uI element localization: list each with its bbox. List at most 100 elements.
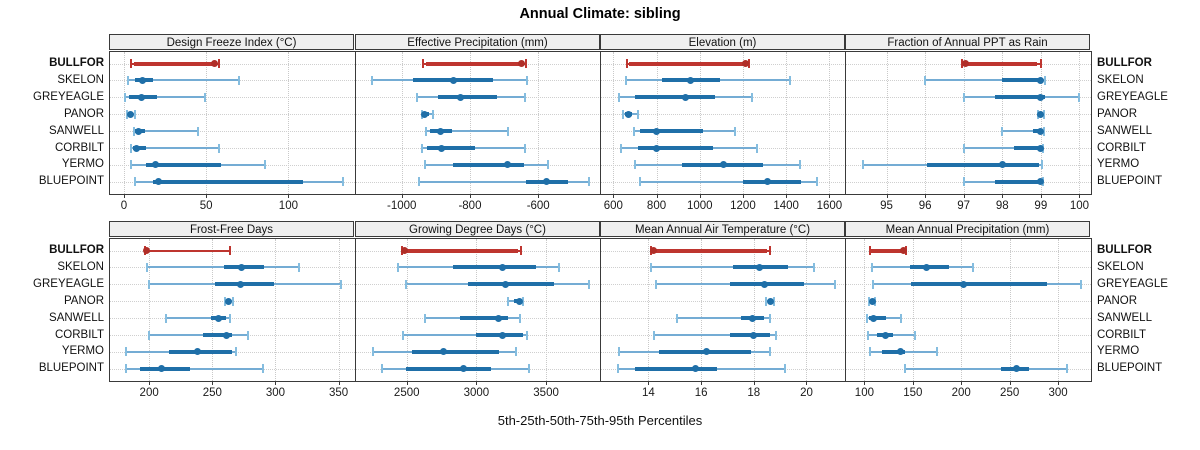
axis-tick-label: 600	[603, 200, 623, 212]
whisker-cap	[420, 143, 423, 153]
range-line	[640, 180, 817, 183]
range-line	[425, 130, 509, 133]
whisker-cap	[750, 92, 753, 102]
median-dot	[460, 365, 468, 373]
panel-plot-area	[355, 51, 602, 195]
axis-tick-label: 200	[951, 387, 971, 399]
whisker-cap	[617, 364, 620, 374]
iqr-bar	[994, 95, 1045, 100]
axis-tick	[212, 381, 214, 385]
median-dot	[702, 348, 710, 356]
median-dot	[440, 348, 448, 356]
whisker-cap	[632, 126, 635, 136]
whisker-cap	[775, 330, 778, 340]
axis-tick-label: 1400	[773, 200, 799, 212]
axis-tick-label: 16	[694, 387, 708, 399]
whisker-cap	[764, 296, 767, 306]
whisker-cap	[773, 296, 776, 306]
whisker-cap	[422, 59, 425, 68]
iqr-bar	[652, 248, 767, 253]
whisker-cap	[936, 347, 939, 357]
median-dot	[1037, 127, 1045, 135]
range-line	[131, 147, 220, 149]
whisker-cap	[423, 313, 426, 323]
v-gridline	[963, 52, 965, 194]
median-dot	[158, 365, 166, 373]
whisker-cap	[340, 279, 343, 289]
axis-tick	[123, 194, 125, 198]
station-label-right: PANOR	[1097, 294, 1138, 307]
median-dot	[151, 161, 159, 169]
median-dot	[742, 60, 750, 67]
axis-tick	[546, 381, 548, 385]
range-line	[925, 79, 1045, 82]
h-gridline	[846, 114, 1091, 116]
whisker-cap	[588, 177, 591, 187]
axis-tick	[1009, 381, 1011, 385]
median-dot	[237, 263, 245, 271]
axis-tick-label: 300	[1048, 387, 1068, 399]
iqr-bar	[927, 162, 1039, 167]
median-dot	[959, 280, 967, 288]
v-gridline	[829, 52, 831, 194]
whisker-cap	[145, 262, 148, 272]
axis-tick	[961, 381, 963, 385]
whisker-cap	[869, 246, 872, 255]
whisker-cap	[518, 313, 521, 323]
iqr-bar	[214, 282, 275, 287]
v-gridline	[699, 52, 701, 194]
whisker-cap	[130, 143, 133, 153]
v-gridline	[1002, 52, 1004, 194]
whisker-cap	[768, 347, 771, 357]
whisker-cap	[261, 364, 264, 374]
station-label-right: BLUEPOINT	[1097, 175, 1163, 188]
strip-title: Effective Precipitation (mm)	[407, 37, 548, 49]
axis-tick-label: 20	[800, 387, 813, 399]
median-dot	[687, 76, 695, 84]
median-dot	[449, 76, 457, 84]
median-dot	[502, 280, 510, 288]
whisker-cap	[129, 160, 132, 170]
station-label-right: GREYEAGLE	[1097, 277, 1168, 290]
median-dot	[653, 127, 661, 135]
whisker-cap	[625, 75, 628, 85]
v-gridline	[469, 52, 471, 194]
strip-title: Mean Annual Air Temperature (°C)	[634, 224, 811, 236]
iqr-bar	[146, 162, 221, 167]
v-gridline	[648, 239, 650, 381]
whisker-cap	[522, 296, 525, 306]
v-gridline	[912, 239, 914, 381]
axis-tick-label: 98	[995, 200, 1009, 212]
whisker-cap	[815, 177, 818, 187]
axis-tick	[538, 194, 540, 198]
iqr-bar	[628, 61, 748, 66]
median-dot	[135, 127, 143, 135]
axis-tick	[1058, 381, 1060, 385]
whisker-cap	[734, 126, 737, 136]
station-label-left: GREYEAGLE	[33, 277, 104, 290]
axis-tick	[829, 194, 831, 198]
median-dot	[516, 297, 524, 305]
panel-plot-area	[355, 238, 602, 382]
axis-tick	[864, 381, 866, 385]
median-dot	[1012, 365, 1020, 373]
median-dot	[420, 110, 428, 118]
whisker-cap	[924, 75, 927, 85]
panel-plot-area	[109, 51, 356, 195]
station-label-right: BULLFOR	[1097, 57, 1152, 69]
whisker-cap	[148, 279, 151, 289]
h-gridline	[110, 318, 355, 320]
iqr-bar	[425, 61, 524, 66]
iqr-bar	[994, 179, 1042, 184]
axis-tick	[149, 381, 151, 385]
whisker-cap	[1040, 160, 1043, 170]
median-dot	[755, 263, 763, 271]
iqr-bar	[640, 129, 703, 134]
panel-strip: Fraction of Annual PPT as Rain	[845, 34, 1090, 50]
axis-tick-label: 95	[880, 200, 893, 212]
median-dot	[138, 76, 146, 84]
whisker-cap	[228, 246, 231, 255]
axis-tick	[963, 194, 965, 198]
panel-strip: Mean Annual Air Temperature (°C)	[600, 221, 845, 237]
axis-tick-label: 100	[1069, 200, 1090, 212]
